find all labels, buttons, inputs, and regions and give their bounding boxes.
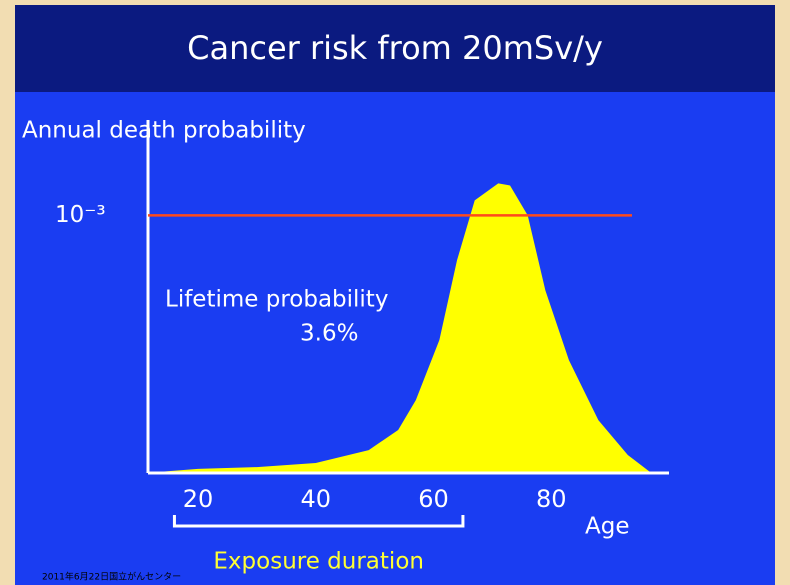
x-tick-label: 60 [418,485,449,513]
footer: 2011年6月22日国立がんセンター [42,571,181,583]
x-tick-label: 40 [300,485,331,513]
annotation: 3.6% [300,321,358,347]
y-axis-label: Annual death probability [22,118,306,144]
exposure-label: Exposure duration [213,549,424,575]
slide-body [15,5,775,585]
x-axis-label: Age [585,514,629,540]
title-band [15,5,775,92]
x-tick-label: 80 [536,485,567,513]
annotation: Lifetime probability [165,287,388,313]
area [145,183,652,473]
exposure-bracket [172,515,465,528]
x-tick-label: 20 [183,485,214,513]
y-tick-label: 10⁻³ [55,202,106,228]
chart-title: Cancer risk from 20mSv/y [187,29,603,67]
